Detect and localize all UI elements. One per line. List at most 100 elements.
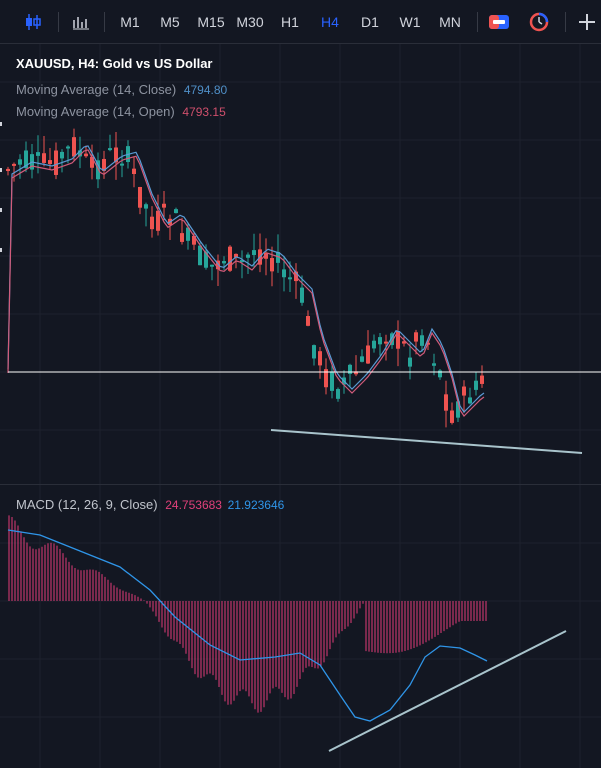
candle-body [204,251,208,268]
candle-body [348,364,352,374]
candle-body [54,150,58,175]
candle-body [222,261,226,264]
candle-body [312,345,316,359]
axis-tick [0,208,2,212]
candle-body [48,160,52,165]
ma-open-value: 4793.15 [182,105,226,119]
ma-close-label: Moving Average (14, Close) [16,82,177,97]
candle-body [468,397,472,404]
timeframe-h4[interactable]: H4 [321,14,339,30]
ma-open-legend[interactable]: Moving Average (14, Open) 4793.15 [16,104,226,119]
ma-close-line [7,145,485,413]
candle-body [384,341,388,344]
timeframe-mn[interactable]: MN [439,14,461,30]
timeframe-m5[interactable]: M5 [160,14,180,30]
axis-tick [0,248,2,252]
toolbar-separator [565,12,566,32]
toggle-icon[interactable] [486,0,512,44]
price-chart-pane[interactable]: XAUUSD, H4: Gold vs US Dollar Moving Ave… [0,44,601,484]
macd-trendline [328,630,567,752]
candle-body [66,146,70,149]
ma-close-legend[interactable]: Moving Average (14, Close) 4794.80 [16,82,227,97]
indicators-icon[interactable] [68,0,94,44]
candle-body [90,156,94,168]
candle-body [408,357,412,367]
candle-body [264,252,268,259]
pane-divider[interactable] [0,484,601,485]
candle-body [372,340,376,349]
candle-body [240,260,244,263]
candle-body [432,363,436,366]
candle-body [120,163,124,166]
macd-value: 24.753683 [165,498,222,512]
candle-body [366,345,370,364]
candle-body [444,394,448,411]
toolbar-separator [104,12,105,32]
macd-signal-line [7,529,488,722]
macd-legend[interactable]: MACD (12, 26, 9, Close) 24.753683 21.923… [16,497,284,512]
candle-body [462,386,466,396]
candle-body [186,227,190,241]
candle-body [84,153,88,157]
candle-body [198,245,202,266]
macd-canvas [0,485,601,768]
candle-body [36,152,40,156]
candle-body [180,233,184,242]
candle-body [18,159,22,165]
ma-open-line [7,149,485,417]
candle-body [282,269,286,278]
candle-body [42,153,46,163]
candle-body [192,235,196,245]
timeframe-h1[interactable]: H1 [281,14,299,30]
toolbar: M1 M5 M15 M30 H1 H4 D1 W1 MN [0,0,601,44]
candle-body [72,137,76,157]
candle-body [210,264,214,267]
candle-body [300,287,304,303]
candle-body [162,203,166,208]
candle-body [60,151,64,159]
candle-body [390,333,394,346]
candle-body [234,253,238,258]
timeframe-m15[interactable]: M15 [197,14,225,30]
toolbar-separator [477,12,478,32]
candle-body [78,150,82,157]
candle-body [306,316,310,326]
candle-body [144,204,148,209]
candle-body [330,371,334,391]
candle-body [276,251,280,263]
candle-body [288,277,292,280]
candle-body [270,258,274,272]
candle-body [480,375,484,384]
candle-body [474,380,478,390]
timeframe-m30[interactable]: M30 [236,14,264,30]
candle-body [24,150,28,168]
support-trendline [270,429,583,454]
timeframe-m1[interactable]: M1 [120,14,140,30]
candle-body [132,168,136,175]
clock-icon[interactable] [526,0,552,44]
macd-pane[interactable]: MACD (12, 26, 9, Close) 24.753683 21.923… [0,485,601,768]
candle-body [246,254,250,258]
candle-body [378,337,382,345]
symbol-title: XAUUSD, H4: Gold vs US Dollar [16,56,213,71]
axis-tick [0,168,2,172]
ma-open-label: Moving Average (14, Open) [16,104,175,119]
axis-tick [0,122,2,126]
macd-label: MACD (12, 26, 9, Close) [16,497,158,512]
candle-body [12,163,16,166]
candle-body [402,341,406,344]
candlestick-chart-type-icon[interactable] [20,0,46,44]
candle-body [354,371,358,375]
candle-body [114,147,118,163]
timeframe-w1[interactable]: W1 [399,14,421,30]
price-chart-canvas [0,44,601,484]
add-icon[interactable] [574,0,600,44]
candle-body [252,250,256,255]
candle-body [420,335,424,346]
candle-body [138,187,142,208]
candle-body [324,369,328,388]
signal-value: 21.923646 [227,498,285,512]
timeframe-d1[interactable]: D1 [361,14,379,30]
candle-body [360,356,364,362]
